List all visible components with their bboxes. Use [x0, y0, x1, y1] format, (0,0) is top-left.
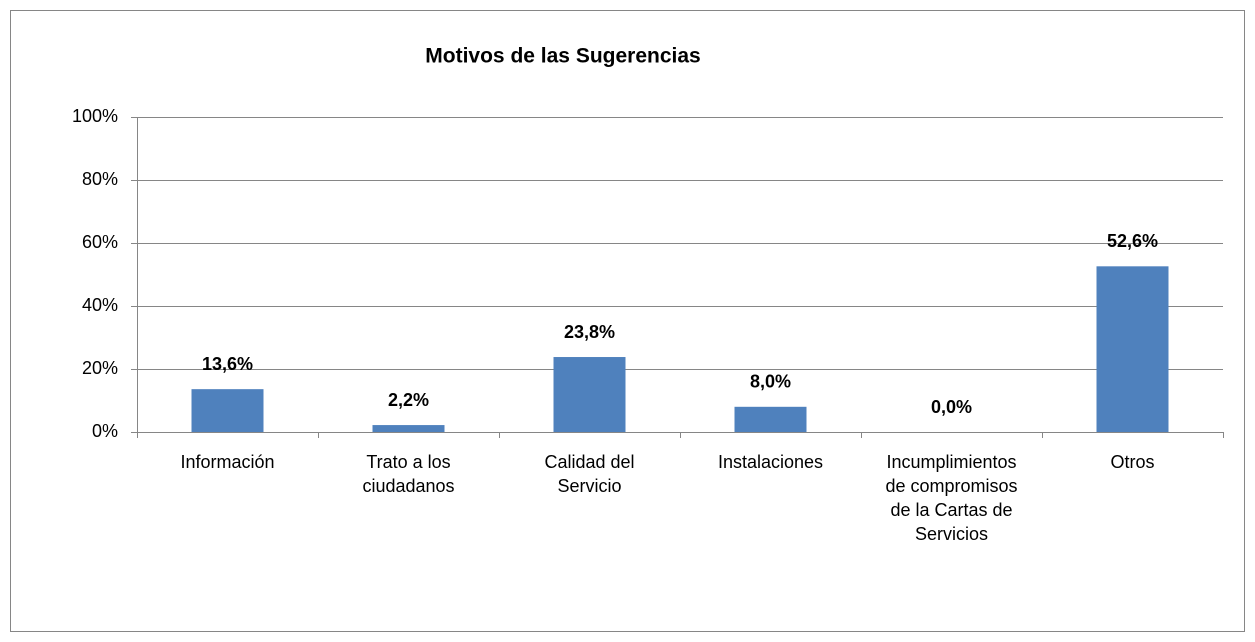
- chart-frame: [10, 10, 1245, 632]
- value-label: 13,6%: [202, 354, 253, 374]
- y-tick-label: 40%: [82, 295, 118, 315]
- x-tick-label: Calidad del Servicio: [544, 452, 634, 496]
- y-tick-label: 0%: [92, 421, 118, 441]
- x-tick-label: Instalaciones: [718, 452, 823, 472]
- bar: [372, 425, 445, 432]
- value-label: 2,2%: [388, 390, 429, 410]
- value-label: 52,6%: [1107, 231, 1158, 251]
- value-label: 8,0%: [750, 372, 791, 392]
- y-tick-label: 60%: [82, 232, 118, 252]
- bar: [734, 406, 807, 432]
- chart-title: Motivos de las Sugerencias: [425, 45, 700, 68]
- bar: [553, 357, 626, 432]
- x-tick-label: Incumplimientos de compromisos de la Carta…: [885, 452, 1017, 544]
- bar: [1096, 266, 1169, 432]
- x-tick-label: Información: [180, 452, 274, 472]
- value-label: 23,8%: [564, 322, 615, 342]
- y-tick-label: 80%: [82, 169, 118, 189]
- value-label: 0,0%: [931, 397, 972, 417]
- y-tick-label: 100%: [72, 106, 118, 126]
- y-tick-label: 20%: [82, 358, 118, 378]
- x-tick-label: Trato a los ciudadanos: [362, 452, 454, 496]
- x-tick-label: Otros: [1110, 452, 1154, 472]
- bar: [191, 389, 264, 432]
